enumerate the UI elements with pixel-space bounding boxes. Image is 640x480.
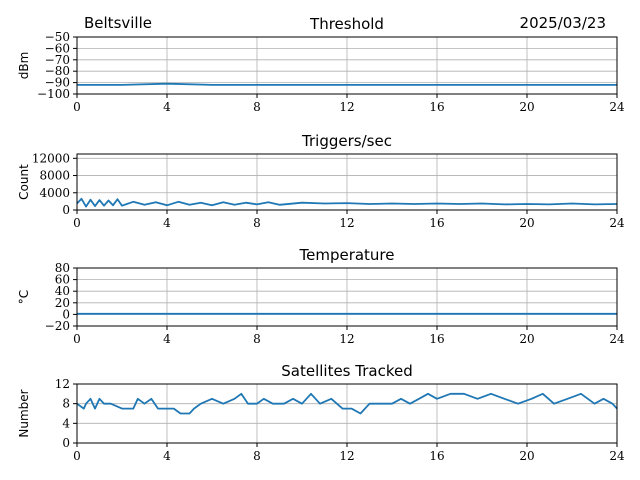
y-tick-label: 0 (62, 436, 70, 450)
panel-satellites-tracked: Satellites Tracked 0 4 8 12 16 20 24 0 4 8 12 Number (17, 362, 625, 463)
x-tick-label: 20 (519, 216, 534, 230)
panel-title: Triggers/sec (301, 132, 392, 150)
y-tick-label: 4 (62, 416, 70, 430)
chart-panels: Threshold 0 4 8 12 16 20 24 −100−90−80−70−60−50 d… (17, 15, 625, 463)
x-tick-label: 12 (339, 100, 354, 114)
series-line-triggers-sec (76, 197, 618, 208)
x-tick-label: 16 (429, 100, 444, 114)
y-tick-label: −70 (45, 53, 70, 67)
x-tick-label: 24 (609, 216, 625, 230)
x-tick-label: 12 (339, 332, 354, 346)
x-tick-label: 16 (429, 332, 444, 346)
x-tick-label: 12 (339, 216, 354, 230)
x-tick-label: 16 (429, 216, 444, 230)
y-axis-label: Number (17, 389, 31, 437)
y-tick-label: −90 (45, 76, 70, 90)
y-tick-label: 0 (62, 307, 70, 321)
y-tick-label: 8 (62, 397, 70, 411)
x-tick-label: 12 (339, 449, 354, 463)
y-tick-label: 60 (55, 273, 70, 287)
x-tick-label: 4 (163, 216, 171, 230)
x-tick-label: 8 (253, 216, 261, 230)
x-tick-label: 24 (609, 449, 625, 463)
y-tick-label: 40 (55, 284, 70, 298)
y-tick-label: −80 (45, 64, 70, 78)
x-tick-label: 0 (73, 449, 81, 463)
panel-title: Temperature (298, 246, 394, 264)
x-tick-label: 8 (253, 449, 261, 463)
series-line-threshold (77, 82, 617, 86)
x-tick-label: 8 (253, 332, 261, 346)
y-tick-label: −50 (45, 30, 70, 44)
y-tick-label: 20 (55, 296, 70, 310)
x-tick-label: 4 (163, 332, 171, 346)
x-tick-label: 0 (73, 332, 81, 346)
location-label: Beltsville (84, 14, 152, 32)
panel-title: Satellites Tracked (281, 362, 412, 380)
x-tick-label: 0 (73, 216, 81, 230)
y-tick-label: 0 (62, 203, 70, 217)
y-tick-label: 12000 (32, 151, 70, 165)
series-line-satellites-tracked (76, 392, 618, 415)
y-tick-label: −60 (45, 41, 70, 55)
x-tick-label: 4 (163, 100, 171, 114)
x-tick-label: 24 (609, 332, 625, 346)
y-axis-label: Count (17, 164, 31, 200)
x-tick-label: 24 (609, 100, 625, 114)
y-axis-label: °C (17, 290, 31, 304)
date-label: 2025/03/23 (520, 14, 606, 32)
y-axis-label: dBm (17, 52, 31, 80)
x-tick-label: 20 (519, 449, 534, 463)
x-tick-label: 20 (519, 332, 534, 346)
x-tick-label: 4 (163, 449, 171, 463)
x-tick-label: 16 (429, 449, 444, 463)
y-tick-label: 12 (55, 377, 70, 391)
y-tick-label: 4000 (39, 186, 70, 200)
panel-title: Threshold (309, 15, 384, 33)
y-tick-label: 80 (55, 261, 70, 275)
y-tick-label: −20 (45, 319, 70, 333)
x-tick-label: 8 (253, 100, 261, 114)
x-tick-label: 0 (73, 100, 81, 114)
y-tick-label: −100 (37, 87, 70, 101)
x-tick-label: 20 (519, 100, 534, 114)
panel-threshold: Threshold 0 4 8 12 16 20 24 −100−90−80−70−60−50 d… (17, 15, 625, 114)
panel-triggers-sec: Triggers/sec 0 4 8 12 16 20 24 0 4000 8000 12000Cou… (17, 132, 625, 230)
y-tick-label: 8000 (39, 169, 70, 183)
